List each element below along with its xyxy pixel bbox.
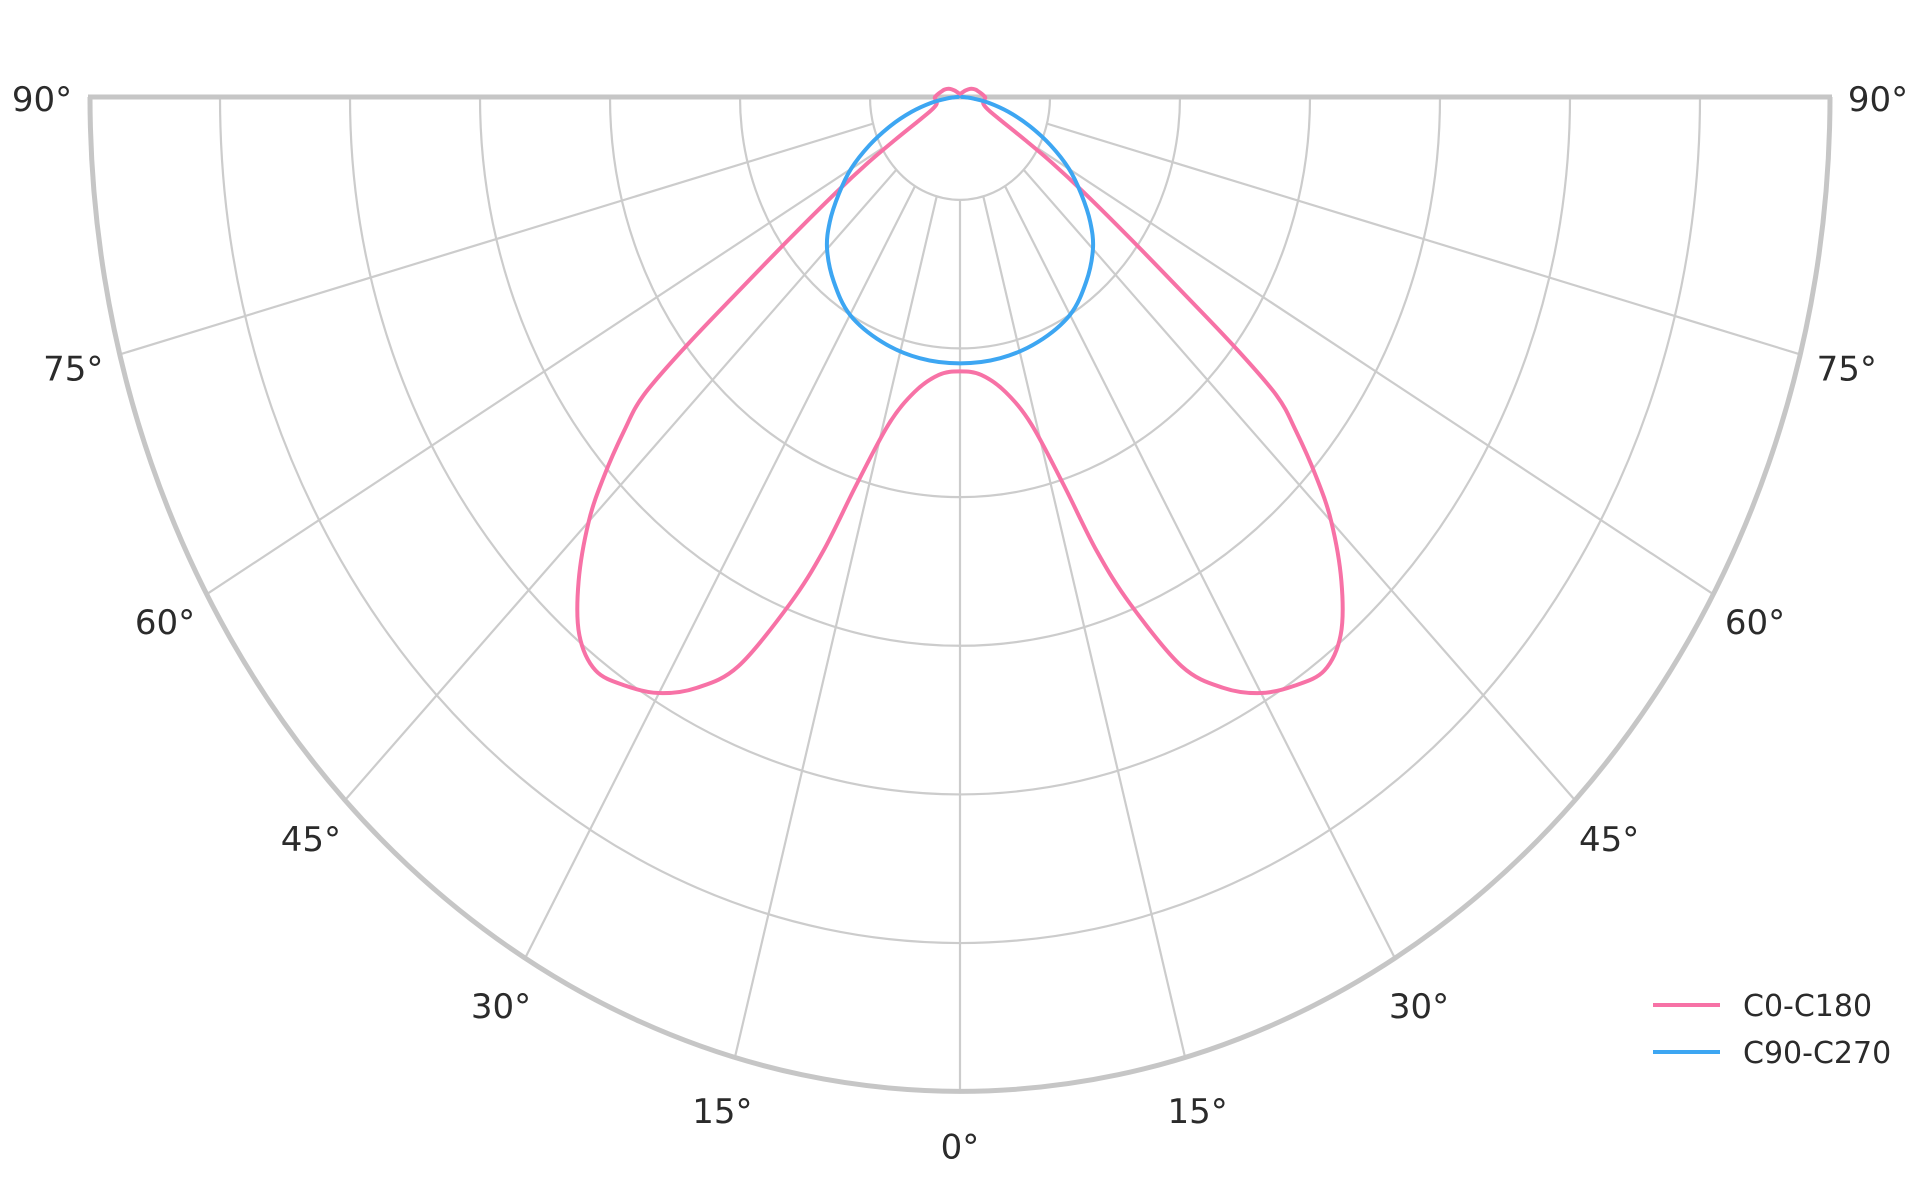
- legend: C0-C180 C90-C270: [1653, 989, 1891, 1071]
- angle-tick-label: 90°: [1848, 80, 1908, 120]
- grid-spoke: [1037, 147, 1715, 596]
- grid-spoke: [1022, 169, 1577, 802]
- outer-arc-spine: [87, 96, 1833, 1095]
- grid-spoke: [733, 196, 938, 1059]
- grid-spoke: [982, 196, 1187, 1059]
- angle-tick-label: 30°: [471, 987, 531, 1027]
- angle-tick-label: 15°: [1167, 1092, 1227, 1132]
- grid-spoke: [119, 122, 874, 356]
- angle-tick-label: 30°: [1389, 987, 1449, 1027]
- distribution-curves: [575, 86, 1345, 696]
- grid-spoke: [205, 147, 883, 596]
- angle-tick-labels: 0° 15° 15° 30° 30° 45° 45° 60° 60° 75° 75° 90° 90°: [12, 80, 1908, 1168]
- angle-tick-label: 15°: [692, 1092, 752, 1132]
- angle-tick-label: 90°: [12, 80, 72, 120]
- curve-c90-c270: [824, 95, 1096, 366]
- grid-spoke: [343, 169, 898, 802]
- grid-spoke: [1046, 122, 1801, 356]
- grid-spoke: [524, 185, 916, 959]
- angle-tick-label: 0°: [941, 1128, 980, 1168]
- grid-ring: [868, 96, 1052, 201]
- angle-tick-label: 45°: [1579, 820, 1639, 860]
- angle-tick-label: 45°: [281, 820, 341, 860]
- angle-tick-label: 60°: [135, 603, 195, 643]
- angle-tick-label: 75°: [1817, 350, 1877, 390]
- polar-grid-spokes: [119, 122, 1801, 1092]
- grid-spoke: [1004, 185, 1396, 959]
- angle-tick-label: 75°: [43, 350, 103, 390]
- curve-c0-c180: [575, 86, 1345, 696]
- legend-label-c90-c270: C90-C270: [1743, 1036, 1891, 1071]
- legend-label-c0-c180: C0-C180: [1743, 989, 1872, 1024]
- angle-tick-label: 60°: [1725, 603, 1785, 643]
